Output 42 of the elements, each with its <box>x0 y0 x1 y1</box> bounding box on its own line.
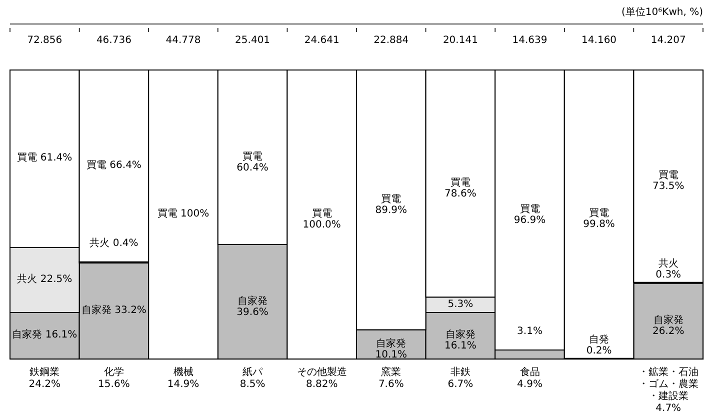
data-label: 買電 89.9% <box>375 194 408 216</box>
data-label: 自家発 10.1% <box>375 337 408 360</box>
x-tick-label: 食品 4.9% <box>517 366 542 390</box>
x-tick-label: 鉄鋼業 24.2% <box>28 366 61 390</box>
data-label: 買電 60.4% <box>236 151 268 174</box>
data-label: 自家発 16.1% <box>444 328 476 352</box>
text: 14.207 <box>650 35 686 46</box>
x-tick-label: その他製造 8.82% <box>296 366 347 390</box>
data-label: 3.1% <box>517 326 542 338</box>
data-label: 自家発 16.1% <box>12 328 78 341</box>
text: 14.160 <box>582 35 617 46</box>
text: 46.736 <box>96 35 132 46</box>
text: 24.641 <box>304 35 340 46</box>
data-label: 自発 0.2% <box>586 333 612 356</box>
data-label: 共火 22.5% <box>17 272 72 285</box>
data-label: 買電 66.4% <box>86 160 142 171</box>
text: 20.141 <box>442 35 478 46</box>
data-label: 自家発 26.2% <box>652 314 684 338</box>
x-tick-label: ・鉱業・石油・ゴム・農業・建設業 4.7% <box>638 366 698 414</box>
text: 44.778 <box>166 35 201 46</box>
data-label: 自家発 33.2% <box>81 304 146 316</box>
x-tick-label: 窯業 7.6% <box>378 366 404 390</box>
text: (単位10⁶Kwh, %) <box>622 6 704 18</box>
data-label: 買電 78.6% <box>444 178 476 200</box>
x-tick-label: 非鉄 6.7% <box>448 366 474 390</box>
data-label: 買電 61.4% <box>17 152 72 164</box>
data-label: 5.3% <box>448 298 474 310</box>
data-label: 買電 99.8% <box>583 208 615 230</box>
data-label: 買電 73.5% <box>652 170 684 192</box>
x-tick-label: 機械 14.9% <box>167 366 200 390</box>
data-label: 買電 96.9% <box>514 204 546 226</box>
data-label: 自家発 39.6% <box>236 294 268 318</box>
data-label: 共火 0.4% <box>90 236 138 249</box>
text: 72.856 <box>27 35 62 46</box>
x-tick-label: 化学 15.6% <box>98 366 130 390</box>
data-label: 買電 100% <box>157 208 210 220</box>
data-label: 共火 0.3% <box>656 257 682 280</box>
text: 14.639 <box>512 35 548 46</box>
text: 25.401 <box>235 35 270 46</box>
text: 22.884 <box>374 35 409 46</box>
data-label: 買電 100.0% <box>302 208 341 230</box>
x-tick-label: 紙パ 8.5% <box>240 366 266 390</box>
